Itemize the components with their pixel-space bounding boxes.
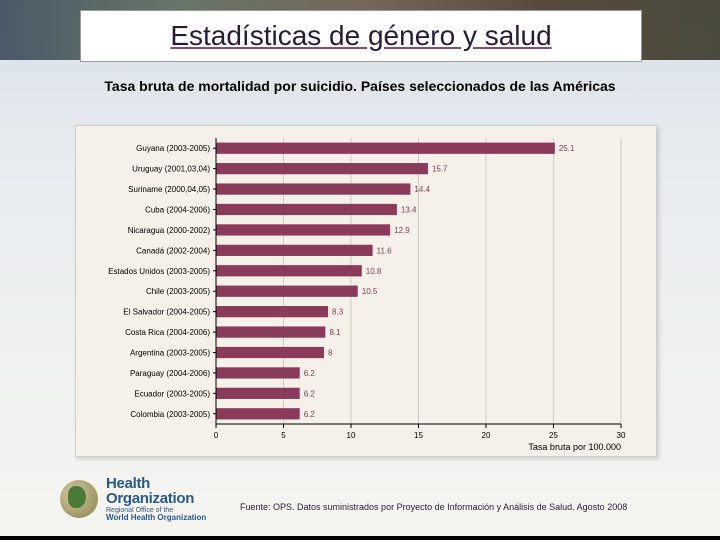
globe-icon	[60, 480, 98, 518]
svg-text:30: 30	[617, 431, 626, 440]
logo-text: Health Organization Regional Office of t…	[106, 476, 206, 522]
source-note: Fuente: OPS. Datos suministrados por Pro…	[240, 502, 627, 512]
svg-text:Nicaragua (2000-2002): Nicaragua (2000-2002)	[128, 226, 211, 235]
chart-subtitle: Tasa bruta de mortalidad por suicidio. P…	[60, 78, 660, 94]
svg-text:15.7: 15.7	[432, 165, 448, 174]
svg-text:Chile (2003-2005): Chile (2003-2005)	[146, 287, 210, 296]
svg-text:10.8: 10.8	[366, 267, 382, 276]
svg-text:0: 0	[214, 431, 219, 440]
footer-bar	[0, 536, 720, 540]
svg-text:10: 10	[347, 431, 356, 440]
svg-text:Cuba (2004-2006): Cuba (2004-2006)	[145, 206, 210, 215]
logo-line1: Health	[106, 476, 206, 491]
svg-text:Uruguay (2001,03,04): Uruguay (2001,03,04)	[132, 165, 210, 174]
svg-text:6.2: 6.2	[304, 369, 316, 378]
logo-line2: Organization	[106, 491, 206, 506]
svg-text:Costa Rica (2004-2006): Costa Rica (2004-2006)	[125, 328, 210, 337]
svg-text:El Salvador (2004-2005): El Salvador (2004-2005)	[123, 308, 210, 317]
svg-text:Ecuador (2003-2005): Ecuador (2003-2005)	[134, 389, 210, 398]
page-title: Estadísticas de género y salud	[170, 20, 551, 52]
svg-text:25: 25	[549, 431, 558, 440]
svg-text:25.1: 25.1	[559, 144, 575, 153]
slide: Estadísticas de género y salud Tasa brut…	[0, 0, 720, 540]
svg-text:Canadá (2002-2004): Canadá (2002-2004)	[136, 246, 210, 255]
svg-text:10.5: 10.5	[362, 287, 378, 296]
svg-text:Argentina (2003-2005): Argentina (2003-2005)	[130, 349, 210, 358]
bar-chart: 0 5 10 15 20 25 30 Guyana (2003-2005) 25.1 Urugua…	[76, 126, 656, 456]
svg-text:Guyana (2003-2005): Guyana (2003-2005)	[136, 144, 210, 153]
chart-container: 0 5 10 15 20 25 30 Guyana (2003-2005) 25.1 Urugua…	[75, 125, 657, 457]
svg-text:11.6: 11.6	[377, 246, 393, 255]
svg-text:12.9: 12.9	[394, 226, 410, 235]
svg-text:Tasa bruta por 100.000: Tasa bruta por 100.000	[528, 442, 621, 452]
title-box: Estadísticas de género y salud	[80, 10, 642, 62]
svg-text:8: 8	[328, 349, 333, 358]
svg-text:13.4: 13.4	[401, 206, 417, 215]
svg-text:6.2: 6.2	[304, 389, 316, 398]
logo-line4: World Health Organization	[106, 514, 206, 522]
svg-text:Paraguay (2004-2006): Paraguay (2004-2006)	[130, 369, 210, 378]
svg-text:Estados Unidos (2003-2005): Estados Unidos (2003-2005)	[108, 267, 210, 276]
svg-text:8.3: 8.3	[332, 308, 344, 317]
svg-text:6.2: 6.2	[304, 410, 316, 419]
svg-text:20: 20	[482, 431, 491, 440]
org-logo: Health Organization Regional Office of t…	[60, 476, 206, 522]
svg-text:Colombia (2003-2005): Colombia (2003-2005)	[130, 410, 210, 419]
svg-text:Suriname (2000,04,05): Suriname (2000,04,05)	[128, 185, 210, 194]
svg-text:5: 5	[281, 431, 286, 440]
svg-text:15: 15	[414, 431, 423, 440]
svg-text:14.4: 14.4	[414, 185, 430, 194]
svg-text:8.1: 8.1	[329, 328, 341, 337]
